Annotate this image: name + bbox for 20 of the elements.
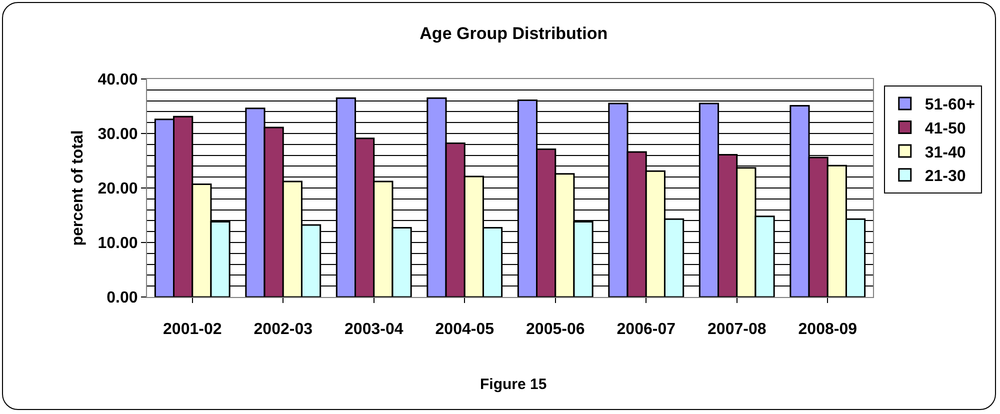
x-tick-label: 2004-05: [435, 321, 494, 338]
y-tick-label: 30.00: [98, 126, 138, 144]
x-tick-label: 2001-02: [163, 321, 222, 338]
y-tick-label: 40.00: [98, 72, 138, 89]
x-tick-label: 2005-06: [526, 321, 585, 338]
x-tick-label: 2008-09: [798, 321, 858, 338]
y-axis-title: percent of total: [70, 130, 87, 246]
y-tick-label: 20.00: [98, 180, 138, 198]
legend-label: 31-40: [924, 144, 966, 162]
y-tick-label: 10.00: [98, 235, 138, 252]
legend-label: 41-50: [924, 120, 966, 138]
x-tick-label: 2002-03: [254, 321, 313, 338]
x-tick-label: 2006-07: [616, 321, 676, 338]
chart-title: Age Group Distribution: [420, 24, 608, 44]
y-tick-label: 0.00: [106, 290, 138, 307]
legend-label: 21-30: [924, 168, 966, 186]
x-tick-label: 2007-08: [708, 321, 766, 338]
legend-label: 51-60+: [924, 96, 976, 114]
caption: Figure 15: [480, 376, 547, 393]
x-tick-label: 2003-04: [344, 321, 404, 338]
